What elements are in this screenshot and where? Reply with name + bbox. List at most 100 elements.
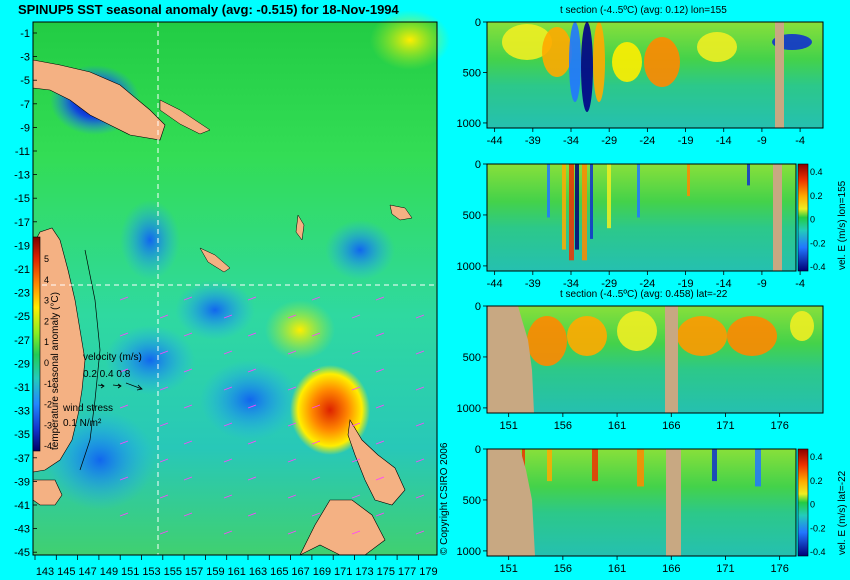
section-anomaly (697, 32, 737, 62)
wind-arrow (375, 476, 385, 481)
section-title-lat22: t section (-4..5ºC) (avg: 0.458) lat=-22 (560, 289, 728, 300)
section-land-mask (487, 449, 535, 556)
lon-tick-label: 157 (185, 566, 203, 578)
section-anomaly (617, 311, 657, 351)
section-anomaly (527, 316, 567, 366)
section-anomaly (677, 316, 727, 356)
x-tick-label: 176 (770, 563, 788, 575)
x-tick-label: 176 (770, 420, 788, 432)
solomon-islands (159, 99, 211, 135)
anomaly-patches (45, 10, 450, 510)
x-tick-label: -29 (601, 278, 617, 290)
y-tick-label: 500 (463, 67, 481, 79)
sst-colorbar-tick: 0 (44, 358, 49, 368)
land-masses (32, 59, 413, 556)
wind-arrow (287, 350, 297, 355)
wind-arrow (375, 368, 385, 373)
lat-tick-label: -1 (20, 28, 30, 40)
wind-arrow (311, 476, 321, 481)
wind-arrow (119, 440, 129, 445)
copyright-notice: © Copyright CSIRO 2006 (439, 442, 450, 555)
lon-tick-label: 173 (355, 566, 373, 578)
wind-arrow (415, 458, 425, 463)
x-tick-label: 161 (608, 420, 626, 432)
velocity-stripes (547, 164, 750, 261)
section-anomaly (581, 22, 593, 112)
lon-tick-label: 169 (313, 566, 331, 578)
section-frame (486, 163, 797, 272)
wind-arrow (159, 314, 169, 319)
wind-arrow (159, 494, 169, 499)
lon-tick-label: 159 (206, 566, 224, 578)
x-tick-label: -14 (716, 278, 732, 290)
wind-arrow (119, 512, 129, 517)
temperature-section-lon155: -44 -39 -34 -29 -24 -19 -14 -9 -4 0 500 1000 (457, 17, 824, 147)
wind-arrow (119, 476, 129, 481)
velocity-stripe (569, 164, 574, 261)
x-tick-label: 171 (716, 420, 734, 432)
wind-arrow (351, 386, 361, 391)
new-caledonia (199, 247, 231, 273)
section-anomaly (790, 311, 814, 341)
x-tick-label: -34 (563, 135, 579, 147)
wind-arrow (247, 368, 257, 373)
section-anomalies (527, 311, 814, 366)
lat-tick-label: -27 (14, 335, 30, 347)
section-frame (486, 21, 824, 129)
section-anomaly (567, 316, 607, 356)
velocity-colorbar-tick: 0.2 (810, 191, 823, 201)
x-tick-label: -19 (678, 135, 694, 147)
sst-colorbar-tick: -1 (44, 379, 52, 389)
y-tick-label: 500 (463, 495, 481, 507)
wind-arrow (311, 404, 321, 409)
lat-tick-label: -5 (20, 75, 30, 87)
lon-tick-label: 161 (228, 566, 246, 578)
lon-tick-label: 179 (419, 566, 437, 578)
velocity-stripe (562, 164, 566, 250)
sst-colorbar-tick: 4 (44, 275, 49, 285)
australia-land (32, 227, 86, 473)
wind-arrow (415, 530, 425, 535)
velocity-legend-values: 0.2 0.4 0.8 (83, 369, 131, 380)
x-tick-label: -39 (525, 278, 541, 290)
wind-arrow (287, 530, 297, 535)
lon-tick-label: 151 (121, 566, 139, 578)
lon-tick-label: 171 (334, 566, 352, 578)
lon-tick-label: 175 (377, 566, 395, 578)
wind-arrow (247, 440, 257, 445)
wind-arrow (223, 530, 233, 535)
lon-tick-label: 165 (270, 566, 288, 578)
velocity-legend-arrows (97, 382, 143, 391)
x-tick-label: -29 (601, 135, 617, 147)
wind-arrow (183, 440, 193, 445)
y-tick-label: 500 (463, 352, 481, 364)
section-anomaly (727, 316, 777, 356)
velocity-section-lon155: -44 -39 -34 -29 -24 -19 -14 -9 -4 0 500 1000 0.4 0.2 0… (457, 159, 826, 290)
fiji-islands (389, 204, 413, 221)
lat-tick-label: -19 (14, 240, 30, 252)
velocity-colorbar-tick: 0.4 (810, 167, 823, 177)
wind-arrow (287, 314, 297, 319)
main-title: SPINUP5 SST seasonal anomaly (avg: -0.51… (18, 2, 399, 17)
x-tick-label: -9 (757, 278, 767, 290)
wind-arrow (375, 440, 385, 445)
section-anomaly (542, 27, 572, 77)
lat-tick-label: -31 (14, 382, 30, 394)
vanuatu-islands (295, 214, 305, 241)
lat-tick-label: -15 (14, 193, 30, 205)
sst-colorbar-tick: -4 (44, 441, 52, 451)
wind-arrow (375, 404, 385, 409)
wind-arrow (159, 458, 169, 463)
velocity-stripe (637, 164, 640, 218)
wind-arrow (183, 404, 193, 409)
wind-legend-value: 0.1 N/m² (63, 418, 102, 429)
velocity-colorbar-tick: -0.2 (810, 238, 826, 248)
section-frame (486, 448, 797, 557)
wind-arrow (375, 512, 385, 517)
wind-arrow (311, 512, 321, 517)
velocity-stripe (547, 449, 552, 482)
velocity-stripe (547, 164, 550, 218)
velocity-colorbar-tick: 0.4 (810, 452, 823, 462)
lat-tick-label: -35 (14, 429, 30, 441)
